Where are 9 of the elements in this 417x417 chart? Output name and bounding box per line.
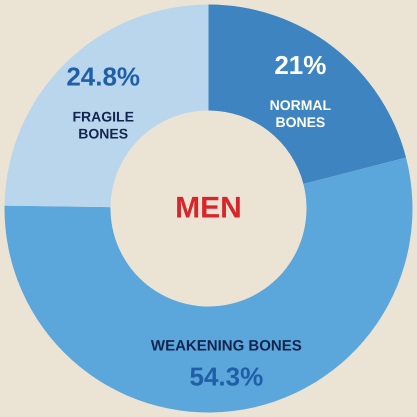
data-label: 54.3%: [189, 361, 264, 392]
donut-slice: [208, 4, 406, 184]
data-label: 24.8%: [66, 62, 140, 92]
data-label: 21%: [274, 50, 326, 80]
text: MEN: [175, 192, 242, 224]
donut-slice: [4, 158, 412, 412]
slice-label: NORMAL BONES: [270, 96, 332, 130]
slice-label: FRAGILE BONES: [72, 108, 134, 142]
slice-label: WEAKENING BONES: [150, 337, 302, 354]
